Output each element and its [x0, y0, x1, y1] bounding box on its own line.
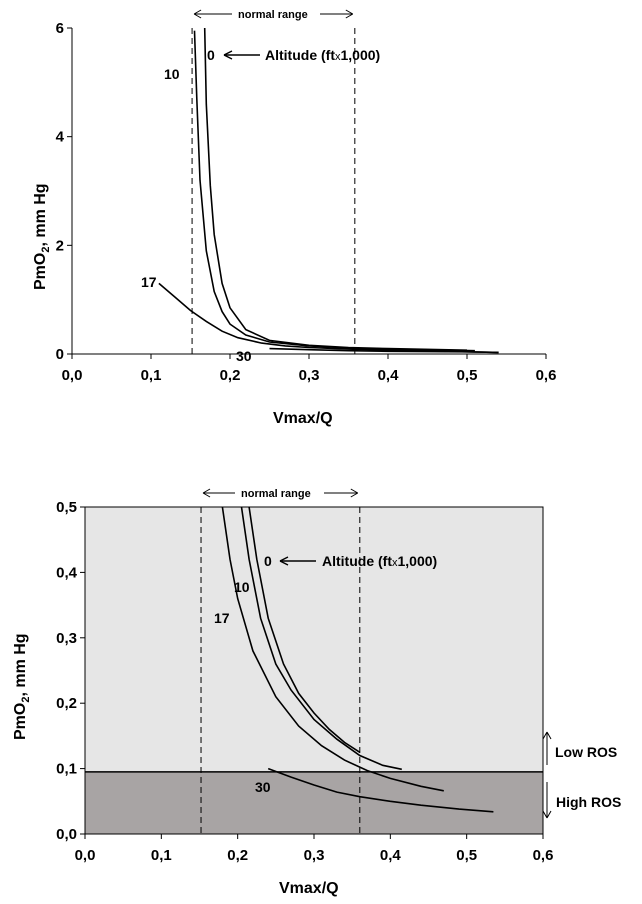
x-tick-label: 0,1 [141, 367, 162, 384]
altitude-arrowhead [223, 50, 233, 60]
x-tick-label: 0,0 [62, 367, 83, 384]
high-ros-band [85, 771, 543, 834]
x-axis-label: Vmax/Q [279, 880, 339, 897]
x-tick-label: 0,3 [304, 847, 325, 864]
altitude-label-tail: 1,000) [397, 553, 437, 569]
high-ros-label: High ROS [556, 794, 621, 810]
series-line-17 [221, 506, 444, 792]
x-tick-label: 0,5 [456, 847, 477, 864]
altitude-label-tail: 1,000) [340, 47, 380, 63]
y-tick-label: 0,5 [56, 499, 77, 516]
series-line-10 [240, 506, 402, 771]
series-label-30: 30 [255, 779, 271, 795]
x-tick-label: 0,1 [151, 847, 172, 864]
y-axis-label: PmO2, mm Hg [32, 183, 52, 290]
series-label-17: 17 [141, 274, 157, 290]
y-tick-label: 2 [56, 237, 64, 254]
y-axis-label-main: PmO [32, 253, 49, 290]
y-tick-label: 0,2 [56, 695, 77, 712]
y-tick-label: 0,4 [56, 564, 78, 581]
y-tick-label: 4 [56, 129, 65, 146]
series-label-30: 30 [236, 348, 252, 364]
series-line-30 [267, 767, 494, 813]
altitude-label: Altitude (ftx1,000) [265, 47, 380, 63]
series-label-0: 0 [264, 553, 272, 569]
y-axis-label-main: PmO [12, 703, 29, 740]
y-tick-label: 0,1 [56, 761, 77, 778]
y-tick-label: 6 [56, 20, 64, 37]
altitude-arrowhead [279, 556, 289, 566]
series-line-0 [203, 27, 468, 351]
altitude-label-main: Altitude (ft [265, 47, 335, 63]
normal-range-arrowhead-left [193, 9, 202, 19]
y-tick-label: 0,0 [56, 826, 77, 843]
altitude-label-main: Altitude (ft [322, 553, 392, 569]
normal-range-label: normal range [238, 9, 308, 21]
y-tick-label: 0 [56, 346, 64, 363]
y-tick-label: 0,3 [56, 630, 77, 647]
series-line-10 [193, 30, 475, 352]
x-tick-label: 0,2 [220, 367, 241, 384]
x-tick-label: 0,6 [533, 847, 554, 864]
series-line-0 [248, 506, 361, 753]
series-line-17 [158, 282, 499, 354]
altitude-label-times: x [392, 557, 398, 569]
series-label-10: 10 [234, 579, 250, 595]
series-line-30 [269, 347, 499, 354]
chart-top: 0,0 0,1 0,2 0,3 0,4 0,5 0,6 0 2 4 6 0 10 17 30 Alt… [32, 9, 556, 427]
high-ros-arrowhead [542, 810, 552, 819]
series-label-0: 0 [207, 47, 215, 63]
y-axis-label: PmO2, mm Hg [12, 633, 32, 740]
x-tick-label: 0,5 [457, 367, 478, 384]
x-tick-label: 0,0 [75, 847, 96, 864]
x-tick-label: 0,6 [536, 367, 557, 384]
y-axis-label-sub: 2 [40, 247, 52, 253]
y-axis-label-tail: , mm Hg [12, 633, 29, 696]
x-tick-label: 0,2 [227, 847, 248, 864]
altitude-label-times: x [335, 51, 341, 63]
y-axis-label-tail: , mm Hg [32, 183, 49, 246]
low-ros-arrowhead [542, 731, 552, 740]
series-label-17: 17 [214, 610, 230, 626]
normal-range-arrowhead-left [202, 488, 211, 498]
x-axis-label: Vmax/Q [273, 410, 333, 427]
low-ros-band [85, 507, 543, 772]
chart-bottom: 0,0 0,1 0,2 0,3 0,4 0,5 0,60,00,10,20,30,40,5 … [12, 488, 621, 897]
x-tick-label: 0,3 [299, 367, 320, 384]
x-tick-label: 0,4 [378, 367, 400, 384]
altitude-label: Altitude (ftx1,000) [322, 553, 437, 569]
series-label-10: 10 [164, 66, 180, 82]
normal-range-arrowhead-right [345, 9, 354, 19]
normal-range-label: normal range [241, 488, 311, 500]
normal-range-arrowhead-right [350, 488, 359, 498]
x-tick-label: 0,4 [380, 847, 402, 864]
y-axis-label-sub: 2 [20, 697, 32, 703]
low-ros-label: Low ROS [555, 744, 617, 760]
